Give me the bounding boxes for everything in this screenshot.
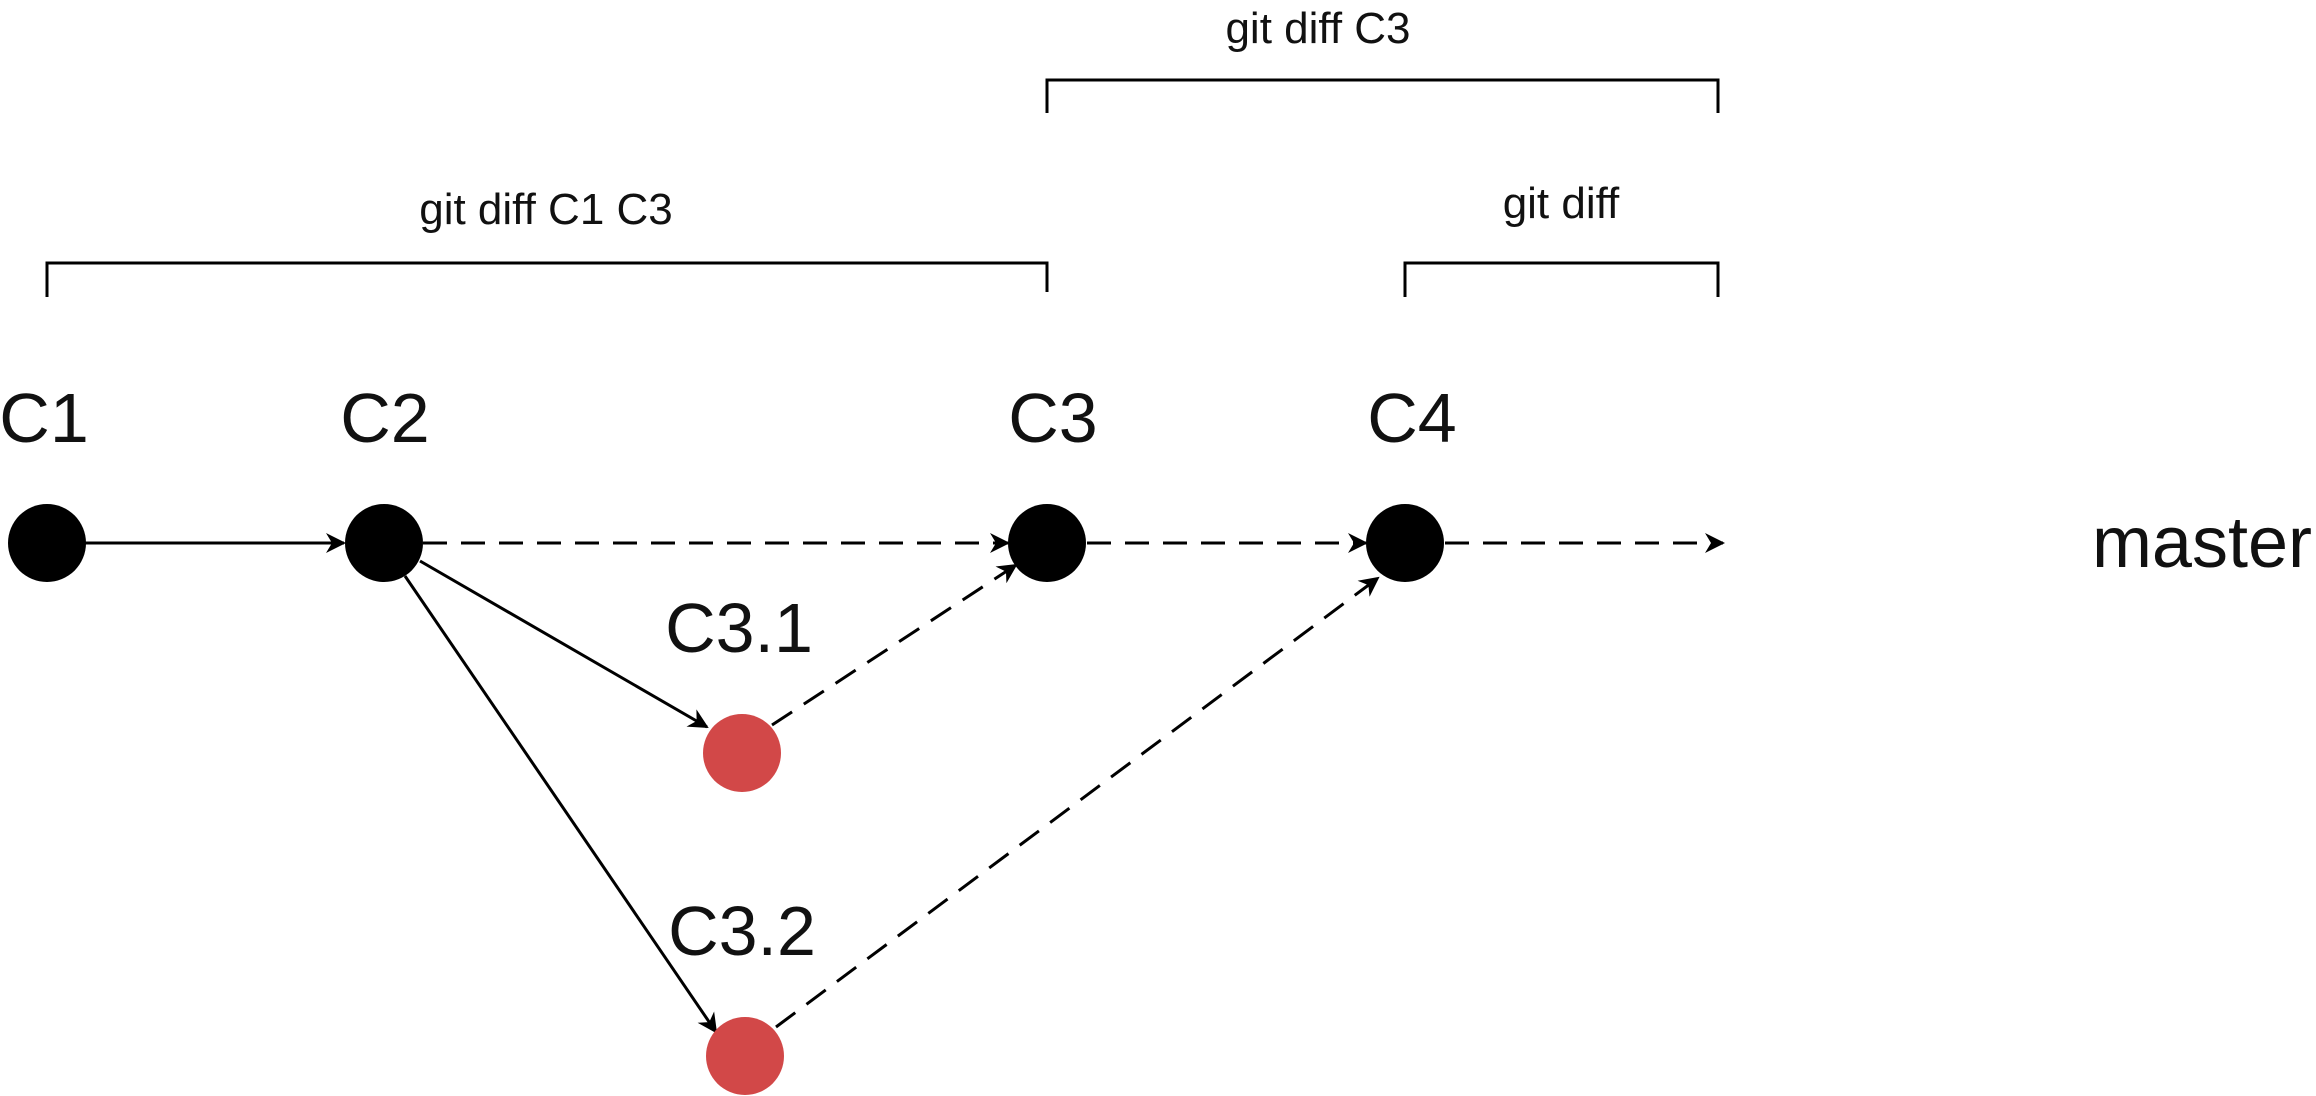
bracket-label-git-diff: git diff xyxy=(1503,179,1620,228)
edge-c3-2-c4 xyxy=(775,576,1380,1029)
bracket-git-diff-c3: git diff C3 xyxy=(1045,4,1720,113)
node-label-c1: C1 xyxy=(0,379,89,457)
branch-label-master: master xyxy=(2092,503,2312,583)
edge-c2-c3-1 xyxy=(419,559,709,729)
node-label-c3: C3 xyxy=(1008,379,1097,457)
bracket-git-diff: git diff xyxy=(1403,179,1720,297)
node-label-c4: C4 xyxy=(1367,379,1456,457)
node-label-c3-2: C3.2 xyxy=(668,892,816,970)
bracket-label-git-diff-c1-c3: git diff C1 C3 xyxy=(419,185,673,234)
edge-c2-c3-2 xyxy=(403,575,718,1034)
node-c1 xyxy=(8,504,86,582)
bracket-git-diff-c1-c3: git diff C1 C3 xyxy=(45,185,1049,297)
bracket-label-git-diff-c3: git diff C3 xyxy=(1225,4,1410,53)
node-label-c2: C2 xyxy=(340,379,429,457)
node-c3-1 xyxy=(703,714,781,792)
node-c4 xyxy=(1366,504,1444,582)
node-c3-2 xyxy=(706,1017,784,1095)
node-label-c3-1: C3.1 xyxy=(665,589,813,667)
node-c3 xyxy=(1008,504,1086,582)
edge-c3-1-c3 xyxy=(771,563,1018,727)
node-c2 xyxy=(345,504,423,582)
